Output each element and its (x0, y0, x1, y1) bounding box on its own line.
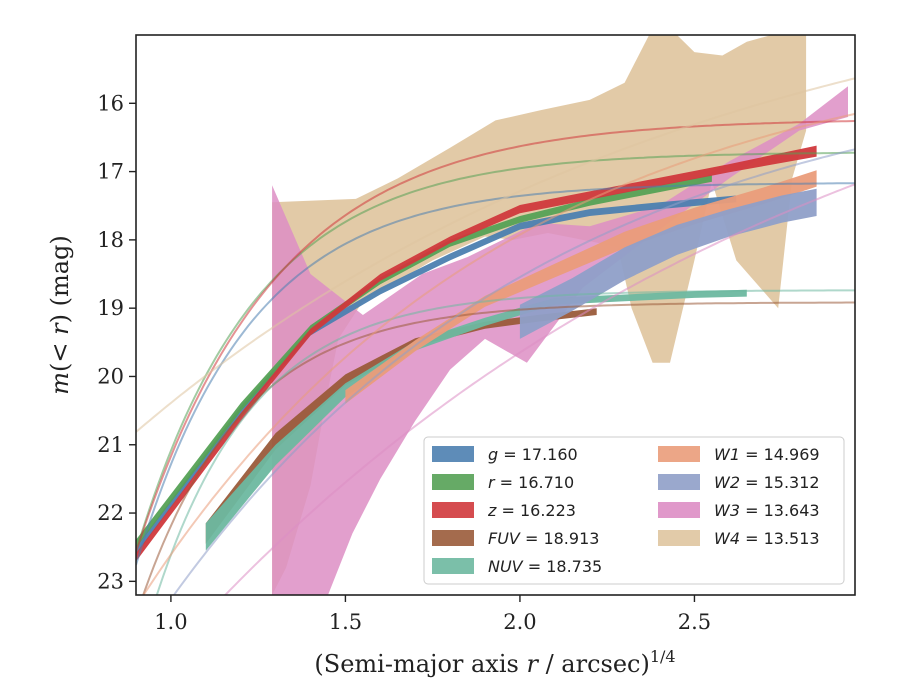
y-tick-label: 22 (97, 501, 124, 525)
y-tick-label: 20 (97, 364, 124, 388)
y-axis-title: m(< r) (mag) (46, 235, 74, 395)
legend-label-z: z = 16.223 (487, 501, 576, 520)
legend-label-nuv: NUV = 18.735 (488, 557, 602, 576)
legend-label-r: r = 16.710 (488, 473, 574, 492)
legend-label-w2: W2 = 15.312 (714, 473, 820, 492)
legend-swatch-w2 (658, 474, 700, 490)
legend-swatch-g (432, 446, 474, 462)
x-tick-label: 2.0 (503, 610, 536, 634)
legend-label-fuv: FUV = 18.913 (488, 529, 599, 548)
y-tick-label: 16 (97, 91, 124, 115)
fit-curve-w2 (172, 148, 855, 595)
fit-curve-layer (136, 77, 855, 595)
legend: g = 17.160 r = 16.710 z = 16.223 FUV = 18.9… (423, 436, 845, 585)
fit-curve-nuv (155, 289, 855, 595)
legend-box (423, 436, 845, 585)
legend-swatch-w3 (658, 502, 700, 518)
legend-swatch-r (432, 474, 474, 490)
band-w3 (272, 86, 849, 595)
legend-swatch-w1 (658, 446, 700, 462)
band-w2 (519, 188, 817, 339)
y-tick-label: 19 (97, 296, 124, 320)
fit-curve-w1 (142, 112, 855, 595)
y-tick-label: 21 (97, 433, 124, 457)
legend-label-g: g = 17.160 (488, 445, 578, 464)
band-w1 (345, 170, 817, 404)
band-w4 (272, 35, 807, 595)
band-layer (136, 35, 849, 595)
legend-swatch-nuv (432, 558, 474, 574)
fit-curve-fuv (142, 301, 855, 595)
legend-swatch-z (432, 502, 474, 518)
legend-swatch-w4 (658, 530, 700, 546)
band-nuv (205, 289, 747, 551)
fit-curve-g (136, 182, 855, 566)
fit-curve-r (136, 151, 855, 552)
legend-label-w4: W4 = 13.513 (714, 529, 820, 548)
plot-frame (135, 34, 856, 596)
x-axis-title: (Semi-major axis r / arcsec)1/4 (314, 647, 675, 678)
y-axis: 16 17 18 19 20 21 22 23 (97, 91, 136, 593)
legend-swatch-fuv (432, 530, 474, 546)
legend-label-w1: W1 = 14.969 (714, 445, 820, 464)
x-tick-label: 1.0 (154, 610, 187, 634)
fit-curve-w4 (136, 77, 855, 433)
x-axis: 1.0 1.5 2.0 2.5 (154, 595, 711, 634)
fit-curve-w3 (223, 183, 855, 595)
y-tick-label: 17 (97, 160, 124, 184)
x-tick-label: 1.5 (329, 610, 362, 634)
band-z (136, 145, 817, 562)
y-tick-label: 18 (97, 228, 124, 252)
x-tick-label: 2.5 (678, 610, 711, 634)
legend-label-w3: W3 = 13.643 (714, 501, 820, 520)
fit-curve-z (136, 120, 855, 553)
y-tick-label: 23 (97, 569, 124, 593)
